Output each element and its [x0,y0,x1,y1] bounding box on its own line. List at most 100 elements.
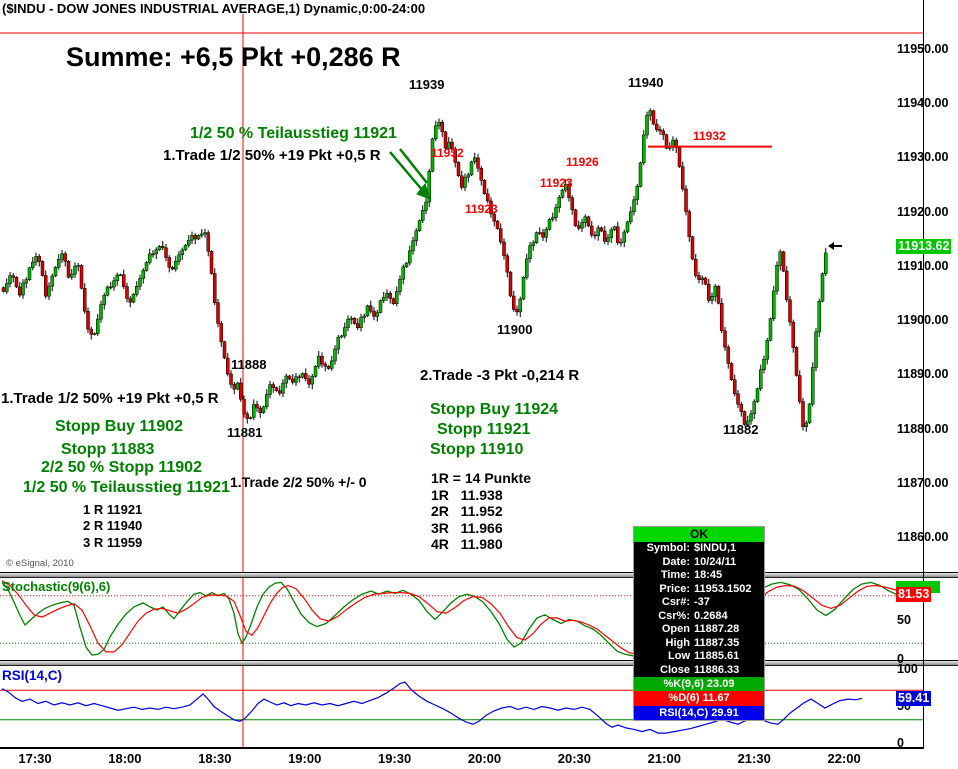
data-window-row-label: Open [661,623,690,635]
chart-annotation: 2R 11.952 [431,503,503,519]
panel-divider[interactable] [0,660,958,666]
chart-annotation: Stopp Buy 11924 [430,401,559,418]
time-axis-label: 19:30 [377,751,412,766]
chart-annotation: 1/2 50 % Teilausstieg 11921 [23,479,230,496]
chart-annotation: 11900 [497,322,533,337]
price-axis-label: 11950.00 [897,42,949,56]
chart-annotation: Stopp 11910 [430,441,524,458]
data-window-row-label: Csr#: [661,596,690,608]
chart-annotation: 1 R 11921 [83,502,143,517]
price-axis-label: 11900.00 [897,313,949,328]
data-window-row: Low 11885.61 [634,650,764,664]
chart-annotation: 11940 [628,75,664,90]
data-window-row-label: Low [668,650,690,662]
rsi-axis-label: 0 [897,736,904,750]
chart-annotation: Stopp 11883 [61,441,155,458]
entry-arrow [389,148,431,200]
rsi-badge: 59.41 [896,690,932,706]
time-axis-border [0,747,924,749]
data-window-row: Date: 10/24/11 [634,556,764,570]
chart-annotation: 4R 11.980 [431,536,503,552]
chart-annotation: 1.Trade 1/2 50% +19 Pkt +0,5 R [1,390,219,407]
data-window-row: High 11887.35 [634,637,764,651]
chart-annotation: 11932 [431,146,464,160]
chart-annotation: 1R = 14 Punkte [431,470,531,486]
chart-annotation: 2 R 11940 [83,518,143,533]
price-axis-label: 11930.00 [897,150,949,165]
price-axis-label: 11860.00 [897,529,949,544]
data-window-row-value: 11885.61 [694,650,740,662]
chart-annotation: 1R 11.938 [431,487,503,503]
data-window-header: OK [634,527,764,542]
chart-annotation: 11882 [723,422,759,437]
price-axis-label: 11880.00 [897,421,949,436]
stoch-axis-label: 50 [897,612,911,627]
data-window-row-label: Price: [659,582,690,595]
price-axis-label: 11870.00 [897,475,949,490]
data-window-row-value: 11887.28 [694,623,740,635]
data-window-row-value: 10/24/11 [694,555,737,568]
data-window-indicator-row: %K(9,6) 23.09 [634,677,764,692]
price-axis-border [923,0,924,748]
chart-annotation: 1.Trade 1/2 50% +19 Pkt +0,5 R [163,147,381,164]
candlesticks [1,108,828,432]
chart-annotation: 2/2 50 % Stopp 11902 [41,459,202,476]
chart-annotation: 11881 [227,425,263,440]
last-price-badge: 11913.62 [896,238,952,254]
data-window-row-value: 11953.1502 [694,582,752,595]
data-window-indicator-row: %D(6) 11.67 [634,691,764,706]
data-window-row-value: 0.2684 [694,609,728,622]
data-window-row-label: High [665,636,690,649]
data-window-row: Open 11887.28 [634,623,764,637]
data-window-row-label: Date: [662,555,690,568]
data-window-row: Close 11886.33 [634,664,764,678]
data-window-row: Csr%: 0.2684 [634,610,764,624]
price-axis-label: 11890.00 [897,367,949,382]
chart-annotation: 11926 [566,155,599,169]
stoch-d-curve [1,580,921,658]
window-title: ($INDU - DOW JONES INDUSTRIAL AVERAGE,1)… [2,1,426,16]
data-window-row-value: 11886.33 [694,663,740,676]
rsi-axis-label: 100 [897,662,918,676]
time-axis-label: 21:00 [647,751,681,766]
panel-divider[interactable] [0,572,958,578]
summary-text: Summe: +6,5 Pkt +0,286 R [66,42,401,72]
chart-annotation: 3R 11.966 [431,520,503,536]
chart-annotation: 3 R 11959 [83,535,143,550]
data-window-indicator-row: RSI(14,C) 29.91 [634,705,764,720]
data-window-row-value: -37 [694,596,710,608]
time-axis-label: 19:00 [288,751,322,766]
data-window-row: Price: 11953.1502 [634,583,764,597]
data-window-row-value: 11887.35 [694,636,740,649]
time-axis-label: 22:00 [827,751,861,766]
price-axis-label: 11910.00 [897,258,949,273]
last-price-marker [828,242,834,250]
time-axis-label: 21:30 [737,751,771,766]
data-window-row: Symbol: $INDU,1 [634,542,764,556]
chart-annotation: 1/2 50 % Teilausstieg 11921 [190,125,397,142]
chart-annotation: 11939 [409,77,445,92]
rsi-panel-label: RSI(14,C) [2,668,63,683]
chart-annotation: 11923 [465,202,498,216]
data-window-row: Time: 18:45 [634,569,764,583]
time-axis-label: 18:30 [198,751,232,766]
chart-annotation: Stopp 11921 [437,421,531,438]
esignal-copyright: © eSignal, 2010 [6,558,74,569]
stoch-panel-label: Stochastic(9(6),6) [2,579,111,594]
data-window-row-value: $INDU,1 [694,542,737,554]
time-axis-label: 18:00 [108,751,142,766]
chart-annotation: 11888 [231,357,267,372]
data-window-row-label: Symbol: [646,542,690,554]
data-window-row-label: Close [660,663,690,676]
data-window-row: Csr#: -37 [634,596,764,610]
time-axis-label: 20:30 [557,751,592,766]
time-axis-label: 20:00 [467,751,502,766]
chart-annotation: 11932 [693,129,726,143]
chart-annotation: 1.Trade 2/2 50% +/- 0 [230,474,367,490]
chart-annotation: Stopp Buy 11902 [55,418,184,435]
price-axis-label: 11940.00 [897,96,949,111]
chart-annotation: 11923 [540,176,573,190]
data-window[interactable]: OK Symbol: $INDU,1 Date: 10/24/11 Time: 18:45… [633,526,765,721]
data-window-row-value: 18:45 [694,569,723,581]
